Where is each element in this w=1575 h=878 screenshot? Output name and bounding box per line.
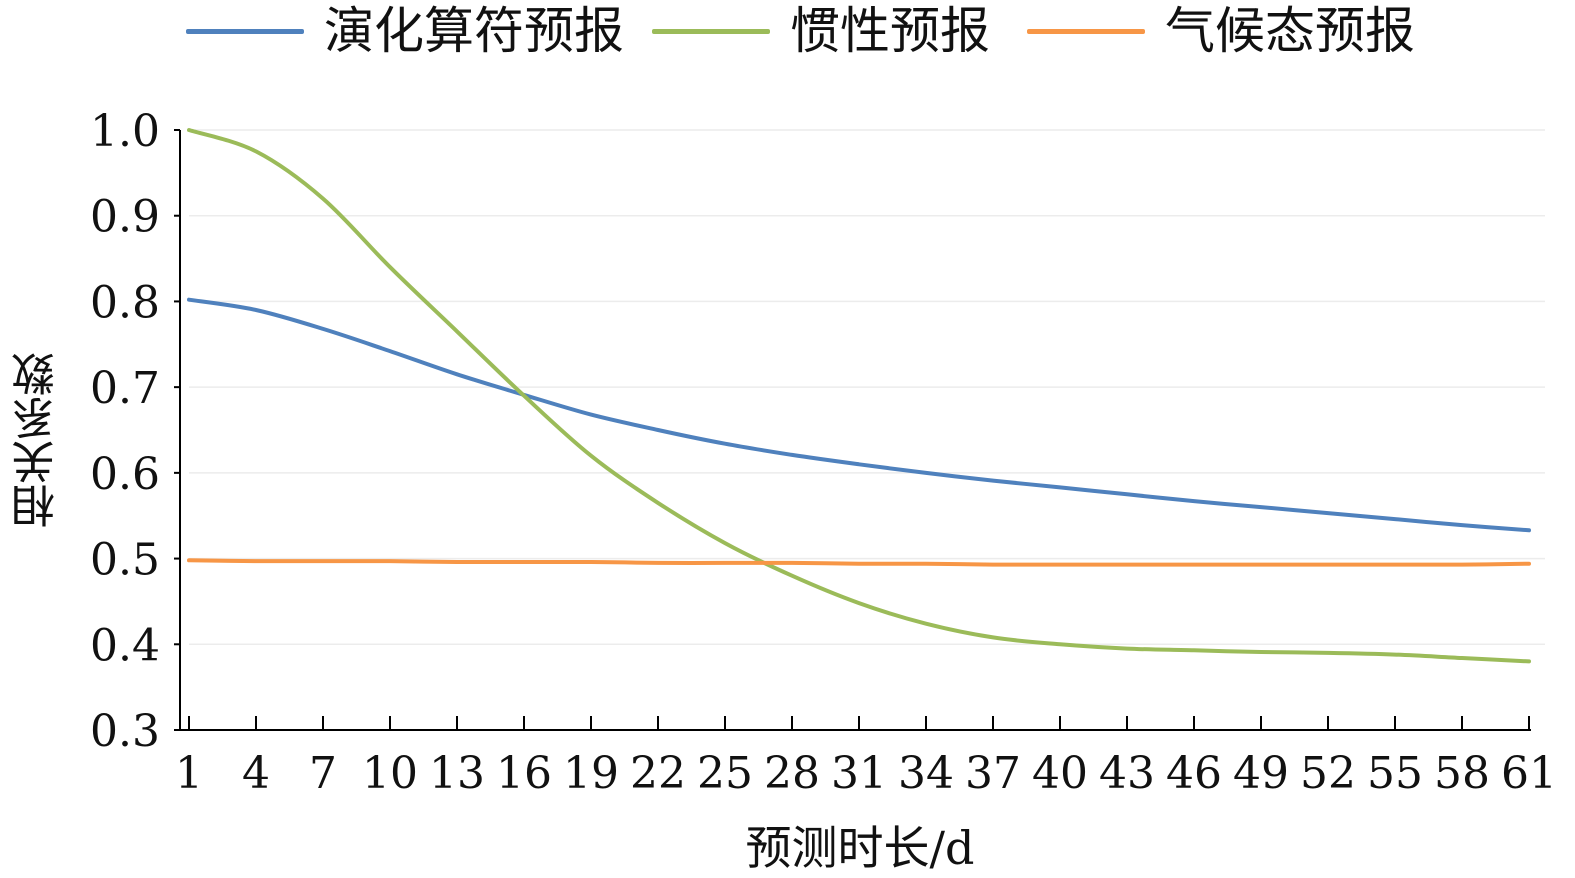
legend-label-climatology: 气候态预报: [1165, 2, 1415, 60]
x-tick-label: 46: [1166, 748, 1222, 799]
x-tick-label: 10: [362, 748, 418, 799]
x-tick-label: 52: [1300, 748, 1356, 799]
x-tick-label: 37: [965, 748, 1021, 799]
x-tick-label: 34: [898, 748, 954, 799]
series-line-persistence: [187, 128, 1531, 664]
legend-item-climatology: 气候态预报: [1027, 0, 1415, 62]
x-tick-label: 55: [1367, 748, 1423, 799]
x-tick-label: 16: [496, 748, 552, 799]
y-axis-title: 相关系数: [12, 352, 63, 528]
x-tick-label: 25: [697, 748, 753, 799]
series-line-evolution: [187, 297, 1531, 533]
legend-item-persistence: 惯性预报: [652, 0, 990, 62]
x-tick-label: 22: [630, 748, 686, 799]
x-tick-label: 49: [1233, 748, 1289, 799]
y-tick-label: 0.3: [90, 706, 160, 757]
x-tick-label: 1: [175, 748, 203, 799]
x-tick-label: 28: [764, 748, 820, 799]
x-tick-label: 4: [242, 748, 270, 799]
x-tick-label: 61: [1501, 748, 1557, 799]
legend-swatch-evolution: [186, 28, 304, 34]
y-tick-label: 1.0: [90, 106, 160, 157]
x-tick-label: 7: [309, 748, 337, 799]
x-tick-label: 13: [429, 748, 485, 799]
legend: 演化算符预报 惯性预报 气候态预报: [0, 0, 1575, 70]
y-tick-label: 0.9: [90, 192, 160, 243]
x-tick-label: 40: [1032, 748, 1088, 799]
legend-label-evolution: 演化算符预报: [324, 2, 624, 60]
legend-swatch-climatology: [1027, 28, 1145, 34]
legend-label-persistence: 惯性预报: [790, 2, 990, 60]
x-tick-label: 31: [831, 748, 887, 799]
y-tick-label: 0.6: [90, 449, 160, 500]
legend-item-evolution: 演化算符预报: [186, 0, 624, 62]
x-tick-label: 58: [1434, 748, 1490, 799]
y-tick-label: 0.8: [90, 277, 160, 328]
y-tick-label: 0.4: [90, 620, 160, 671]
x-tick-label: 19: [563, 748, 619, 799]
y-tick-label: 0.5: [90, 535, 160, 586]
x-tick-label: 43: [1099, 748, 1155, 799]
legend-swatch-persistence: [652, 28, 770, 34]
y-tick-label: 0.7: [90, 363, 160, 414]
series-line-climatology: [187, 558, 1531, 567]
x-axis-title: 预测时长/d: [745, 821, 975, 875]
